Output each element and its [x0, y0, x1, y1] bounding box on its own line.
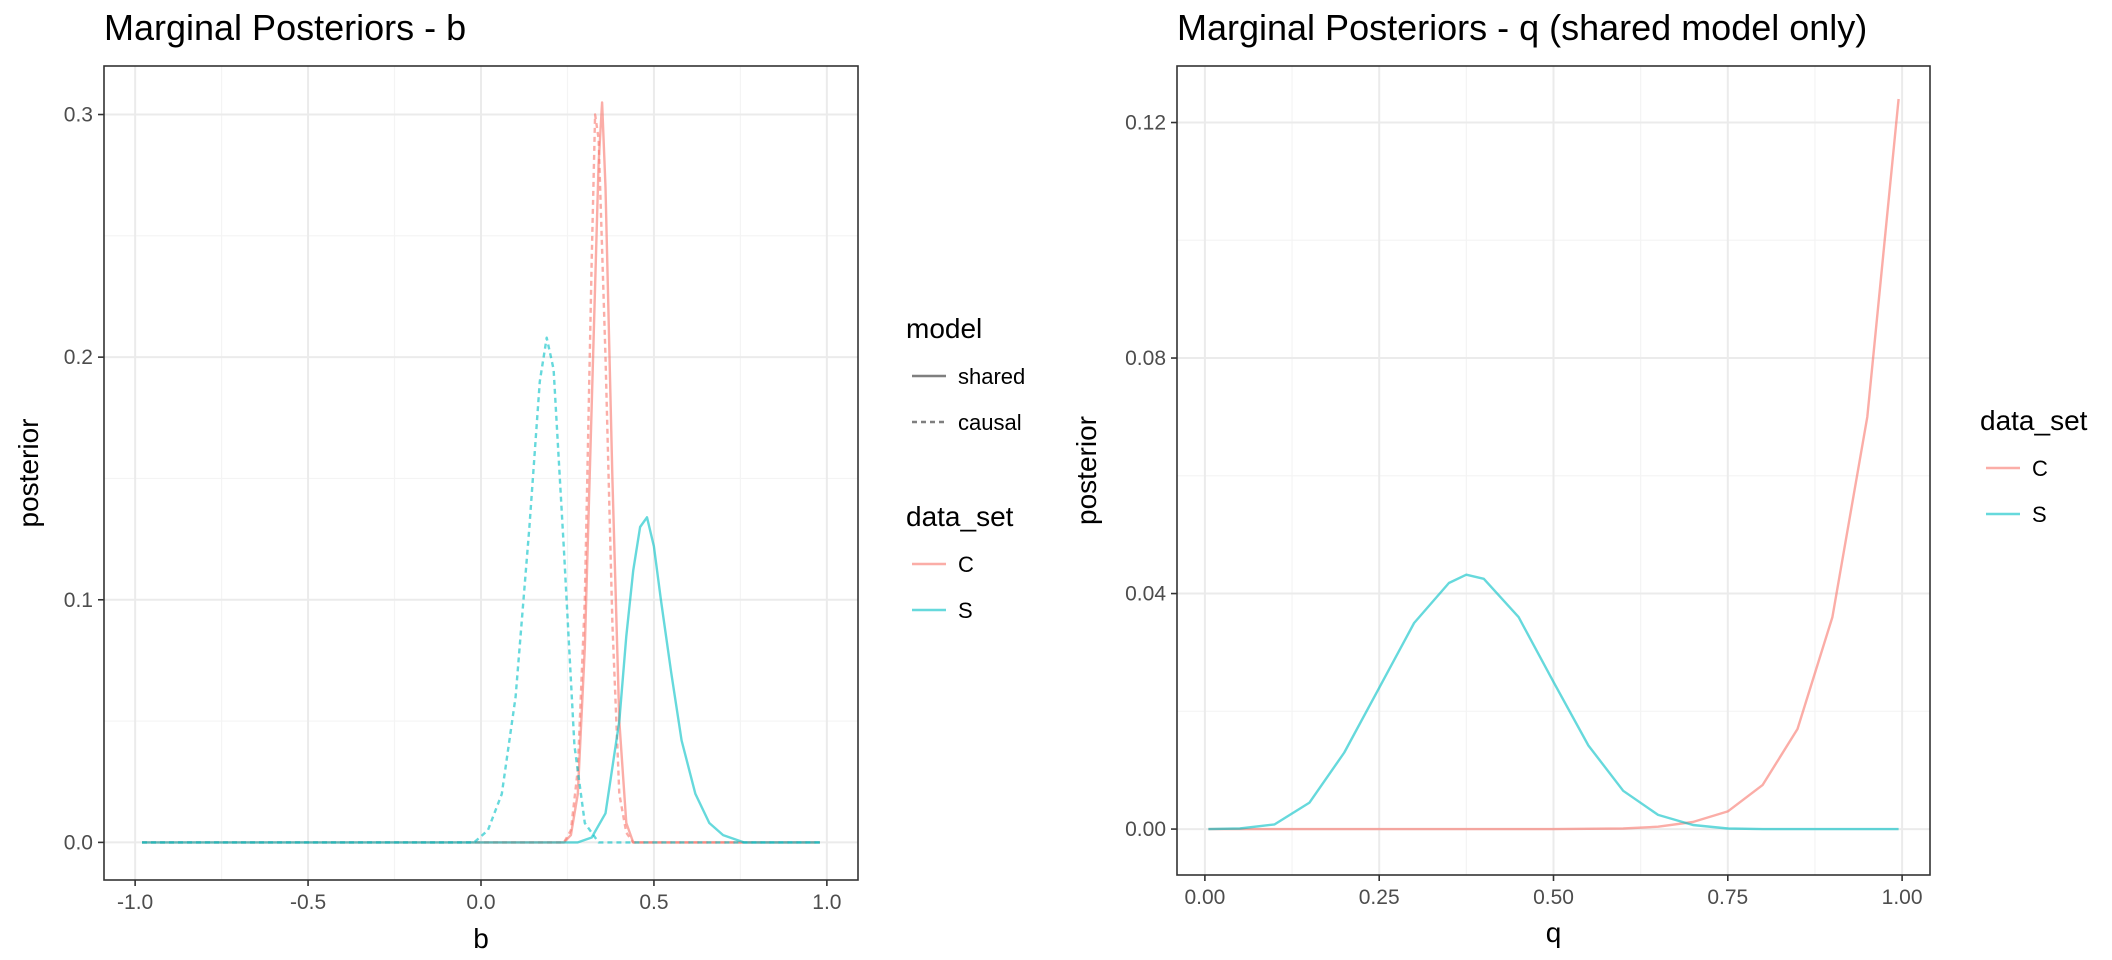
y-tick-label: 0.0	[64, 831, 93, 854]
x-tick-label: 0.75	[1707, 886, 1748, 909]
y-tick-label: 0.08	[1125, 347, 1166, 370]
x-tick-label: 0.0	[466, 891, 495, 914]
legend-label-c: C	[958, 552, 974, 577]
x-tick-label: 0.50	[1533, 886, 1574, 909]
x-tick-label: 1.0	[812, 891, 841, 914]
legend-data-set: data_set CS	[1980, 405, 2088, 527]
legend-data-set: data_set CS	[906, 501, 1014, 623]
y-tick-label: 0.00	[1125, 818, 1166, 841]
y-tick-label: 0.12	[1125, 112, 1166, 135]
y-tick-label: 0.1	[64, 589, 93, 612]
y-tick-label: 0.04	[1125, 583, 1166, 606]
y-axis-title: posterior	[13, 419, 44, 528]
y-axis-title: posterior	[1071, 416, 1102, 525]
chart-panel-2: 0.00 0.25 0.50 0.75 1.00 0.00 0.04 0.08 0.12 Marg…	[1071, 7, 2088, 948]
x-axis-title: q	[1546, 917, 1562, 948]
legend-label-s: S	[2032, 502, 2047, 527]
y-tick-label: 0.2	[64, 346, 93, 369]
chart-title: Marginal Posteriors - q (shared model on…	[1177, 7, 1867, 48]
legend-label-c: C	[2032, 456, 2048, 481]
x-tick-label: 0.5	[639, 891, 668, 914]
series-line-C-causal	[142, 113, 820, 844]
x-tick-label: -0.5	[290, 891, 326, 914]
legend-model: model shared causal	[906, 313, 1025, 435]
chart-title: Marginal Posteriors - b	[104, 7, 466, 48]
legend-label-s: S	[958, 598, 973, 623]
x-tick-label: 0.25	[1359, 886, 1400, 909]
x-tick-label: 1.00	[1882, 886, 1923, 909]
x-axis-title: b	[473, 923, 489, 954]
x-tick-label: 0.00	[1184, 886, 1225, 909]
chart-panel-1: -1.0 -0.5 0.0 0.5 1.0 0.0 0.1 0.2 0.3 Marginal Po…	[13, 7, 1025, 954]
series-line-C-shared	[142, 101, 820, 844]
legend-label-causal: causal	[958, 410, 1022, 435]
legend-title: model	[906, 313, 982, 344]
y-tick-label: 0.3	[64, 104, 93, 127]
legend-title: data_set	[906, 501, 1014, 532]
x-tick-label: -1.0	[117, 891, 153, 914]
series-line-C-shared	[1208, 98, 1900, 831]
series-line-S-shared	[142, 516, 820, 844]
series-line-S-shared	[1208, 573, 1899, 831]
legend-title: data_set	[1980, 405, 2088, 436]
legend-label-shared: shared	[958, 364, 1025, 389]
